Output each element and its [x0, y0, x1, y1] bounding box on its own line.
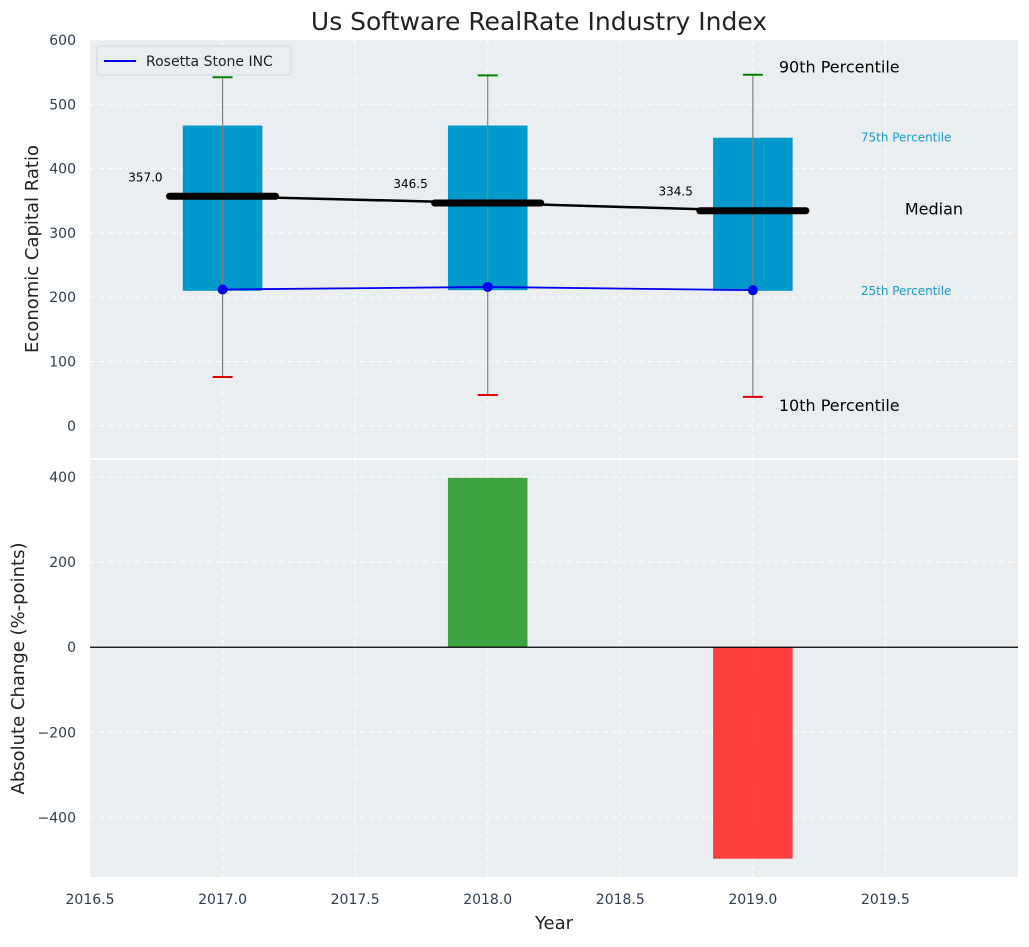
chart-title: Us Software RealRate Industry Index [311, 7, 767, 36]
median-value-label: 334.5 [658, 185, 692, 199]
x-tick-label: 2017.0 [198, 892, 247, 908]
annotation-median: Median [905, 200, 963, 219]
top-y-tick-label: 100 [49, 355, 76, 371]
legend-series-label: Rosetta Stone INC [146, 54, 273, 70]
annotation-p25: 25th Percentile [861, 284, 952, 298]
bottom-y-axis-title: Absolute Change (%-points) [8, 543, 29, 795]
x-axis-title: Year [534, 913, 574, 934]
x-tick-label: 2019.5 [861, 892, 910, 908]
annotation-p10: 10th Percentile [779, 396, 900, 415]
top-y-tick-label: 600 [49, 33, 76, 49]
x-tick-label: 2017.5 [331, 892, 380, 908]
bottom-y-tick-label: 400 [49, 470, 76, 486]
bottom-y-tick-label: 200 [49, 555, 76, 571]
bottom-y-tick-label: 0 [67, 640, 76, 656]
change-bar [447, 477, 528, 648]
x-tick-label: 2016.5 [66, 892, 115, 908]
top-y-tick-label: 400 [49, 162, 76, 178]
x-tick-label: 2019.0 [728, 892, 777, 908]
annotation-p90: 90th Percentile [779, 58, 900, 77]
top-y-tick-label: 300 [49, 226, 76, 242]
top-y-tick-label: 0 [67, 419, 76, 435]
bottom-plot-background [90, 460, 1018, 877]
bottom-y-tick-label: −200 [38, 725, 76, 741]
annotation-p75: 75th Percentile [861, 131, 952, 145]
x-tick-label: 2018.0 [463, 892, 512, 908]
median-value-label: 357.0 [128, 170, 162, 184]
company-series-point [217, 284, 228, 295]
legend-box [96, 45, 292, 76]
change-bar [713, 647, 793, 859]
top-y-axis-title: Economic Capital Ratio [22, 145, 43, 353]
bottom-y-tick-label: −400 [38, 810, 76, 826]
company-series-point [747, 285, 758, 296]
median-value-label: 346.5 [393, 177, 427, 191]
company-series-point [482, 281, 493, 292]
top-y-tick-label: 200 [49, 290, 76, 306]
x-tick-label: 2018.5 [596, 892, 645, 908]
top-y-tick-label: 500 [49, 97, 76, 113]
